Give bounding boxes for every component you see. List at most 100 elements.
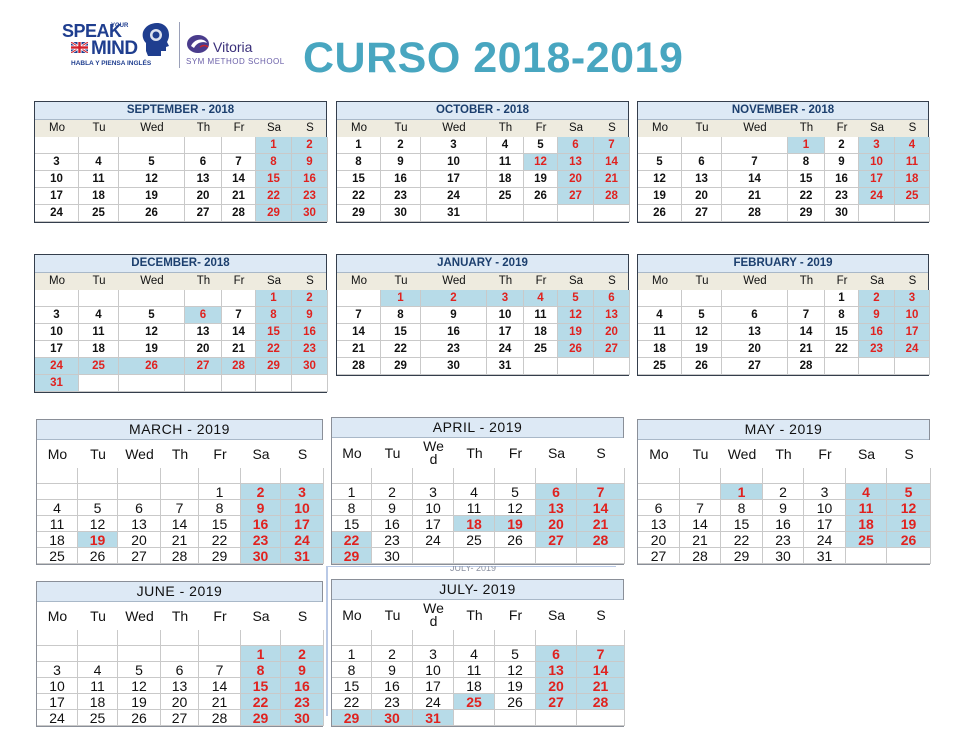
- day-cell: 20: [185, 341, 222, 358]
- empty-cell: [79, 375, 119, 392]
- empty-cell: [536, 548, 577, 564]
- day-cell: 19: [119, 188, 185, 205]
- month-title: MARCH - 2019: [37, 420, 322, 440]
- day-cell: 27: [161, 710, 199, 726]
- day-cell: 27: [594, 341, 630, 358]
- day-cell: 28: [722, 205, 788, 222]
- day-cell: 10: [413, 662, 454, 678]
- day-cell: 23: [292, 188, 328, 205]
- month-june-2019: JUNE - 2019 Mo Tu Wed Th Fr Sa S 1 2 3 4 5 6 7 8 9 10 11 12…: [36, 581, 324, 727]
- empty-cell: [594, 358, 630, 375]
- scan-artefact-line: [326, 566, 616, 567]
- empty-cell: [78, 646, 118, 662]
- day-cell: 17: [413, 516, 454, 532]
- day-cell: 11: [37, 516, 78, 532]
- weekday-label: Wed: [743, 275, 767, 287]
- empty-cell: [119, 137, 185, 154]
- day-cell: 7: [199, 662, 241, 678]
- day-cell: 6: [536, 646, 577, 662]
- day-cell: 4: [524, 290, 558, 307]
- weekday-label: Fr: [495, 600, 536, 630]
- weekday-label: Sa: [241, 602, 281, 630]
- day-cell: 11: [79, 171, 119, 188]
- day-cell: 9: [859, 307, 895, 324]
- month-title: SEPTEMBER - 2018: [35, 102, 326, 120]
- day-cell: 21: [222, 341, 256, 358]
- spacer-cell: [536, 468, 577, 484]
- spacer-cell: [454, 468, 495, 484]
- weekday-label: Fr: [535, 275, 547, 287]
- empty-cell: [185, 290, 222, 307]
- weekday-label: S: [281, 440, 324, 468]
- day-cell: 27: [536, 694, 577, 710]
- day-cell: 2: [381, 137, 421, 154]
- day-cell: 22: [788, 188, 825, 205]
- day-cell: 4: [895, 137, 930, 154]
- day-cell: 13: [161, 678, 199, 694]
- day-cell: 4: [846, 484, 887, 500]
- month-october-2018: OCTOBER - 2018 Mo Tu Wed Th Fr Sa S 1 2 3 4 5 6 7 8 9 10 1…: [336, 101, 630, 223]
- spacer-cell: [454, 630, 495, 646]
- month-title: OCTOBER - 2018: [337, 102, 628, 120]
- month-april-2019: APRIL - 2019 Mo Tu We d Th Fr Sa S 1 2 3 4 5 6 7 8 9 10 11 1…: [331, 417, 625, 565]
- day-cell: 24: [859, 188, 895, 205]
- empty-cell: [161, 646, 199, 662]
- day-cell: 10: [895, 307, 930, 324]
- empty-cell: [846, 548, 887, 564]
- day-cell: 10: [487, 307, 524, 324]
- day-cell: 6: [536, 484, 577, 500]
- day-cell: 23: [381, 188, 421, 205]
- month-september-2018: SEPTEMBER - 2018 Mo Tu Wed Th Fr Sa S 1 2 3 4 5 6 7 8 9 1…: [34, 101, 328, 223]
- day-cell: 16: [281, 678, 324, 694]
- day-cell: 4: [78, 662, 118, 678]
- day-cell: 4: [454, 646, 495, 662]
- brand-speak-text: SPEAK: [62, 21, 122, 41]
- day-cell: 19: [78, 532, 118, 548]
- day-cell: 8: [256, 154, 292, 171]
- day-cell: 15: [256, 171, 292, 188]
- day-cell: 23: [763, 532, 804, 548]
- day-cell: 22: [721, 532, 763, 548]
- weekday-label: Mo: [652, 122, 668, 134]
- empty-cell: [536, 710, 577, 726]
- speak-your-mind-logo: SPEAK YOUR MIND HABLA Y PIENSA INGLÉS: [62, 22, 170, 68]
- day-cell: 20: [185, 188, 222, 205]
- day-cell: 26: [638, 205, 682, 222]
- day-cell: 3: [37, 662, 78, 678]
- brand-your-text: YOUR: [111, 23, 129, 29]
- empty-cell: [454, 548, 495, 564]
- empty-cell: [413, 548, 454, 564]
- empty-cell: [495, 548, 536, 564]
- brand-mind-text: MIND: [91, 38, 138, 59]
- day-cell: 10: [804, 500, 846, 516]
- day-cell: 18: [895, 171, 930, 188]
- day-cell: 6: [185, 154, 222, 171]
- day-cell: 27: [118, 548, 161, 564]
- day-cell: 1: [256, 290, 292, 307]
- day-cell: 31: [35, 375, 79, 392]
- weekday-label: S: [577, 438, 625, 468]
- day-cell: 14: [577, 662, 625, 678]
- day-cell: 22: [337, 188, 381, 205]
- day-cell: 29: [199, 548, 241, 564]
- day-cell: 25: [487, 188, 524, 205]
- day-cell: 14: [337, 324, 381, 341]
- day-cell: 19: [682, 341, 722, 358]
- month-november-2018: NOVEMBER - 2018 Mo Tu Wed Th Fr Sa S 1 2 3 4 5 6 7 8 9 10…: [637, 101, 930, 223]
- day-cell: 30: [372, 710, 413, 726]
- day-cell: 22: [332, 694, 372, 710]
- scan-artefact-line: [326, 566, 328, 716]
- weekday-label: Sa: [536, 600, 577, 630]
- day-cell: 10: [421, 154, 487, 171]
- day-cell: 3: [35, 307, 79, 324]
- day-cell: 3: [421, 137, 487, 154]
- month-january-2019: JANUARY - 2019 Mo Tu Wed Th Fr Sa S 1 2 3 4 5 6 7 8 9 10 1…: [336, 254, 630, 376]
- empty-cell: [495, 710, 536, 726]
- empty-cell: [638, 137, 682, 154]
- day-cell: 20: [536, 678, 577, 694]
- vitoria-school-logo: Vitoria SYM METHOD SCHOOL: [186, 32, 286, 68]
- day-cell: 17: [35, 341, 79, 358]
- day-cell: 10: [413, 500, 454, 516]
- day-cell: 2: [281, 646, 324, 662]
- day-cell: 26: [119, 205, 185, 222]
